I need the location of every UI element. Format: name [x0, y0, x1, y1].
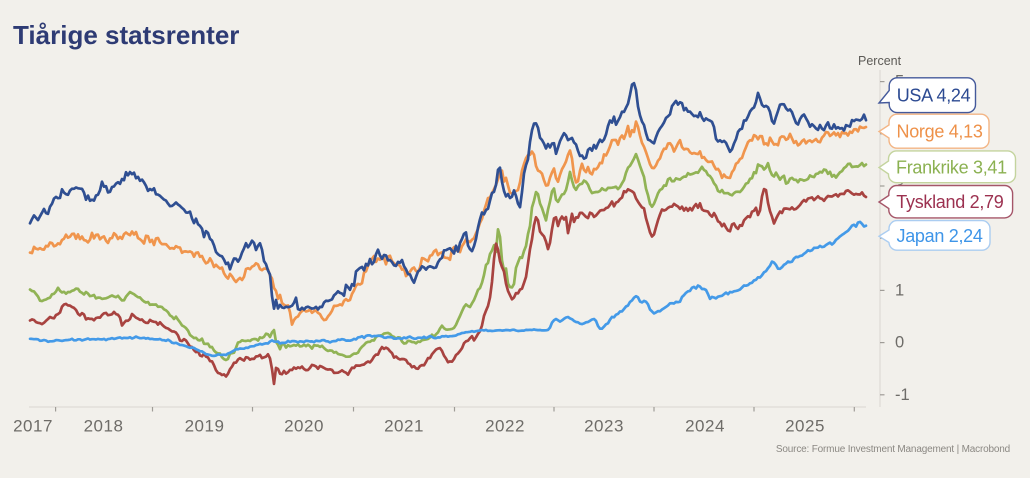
svg-text:Japan 2,24: Japan 2,24 [897, 226, 983, 246]
svg-text:Tiårige statsrenter: Tiårige statsrenter [13, 20, 239, 50]
svg-text:2019: 2019 [185, 417, 225, 436]
svg-text:Percent: Percent [858, 54, 902, 68]
svg-text:0: 0 [895, 334, 904, 352]
svg-text:-1: -1 [895, 386, 910, 404]
svg-text:2024: 2024 [685, 417, 725, 436]
svg-text:Tyskland 2,79: Tyskland 2,79 [896, 192, 1003, 212]
svg-text:2022: 2022 [485, 417, 525, 436]
svg-text:2023: 2023 [584, 417, 624, 436]
svg-text:2018: 2018 [84, 417, 124, 436]
svg-text:2020: 2020 [284, 417, 324, 436]
svg-text:Source: Formue Investment Mana: Source: Formue Investment Management | M… [776, 444, 1010, 455]
svg-text:USA 4,24: USA 4,24 [897, 86, 971, 106]
svg-text:1: 1 [895, 281, 904, 299]
svg-text:Frankrike 3,41: Frankrike 3,41 [896, 157, 1007, 177]
svg-text:2021: 2021 [384, 417, 424, 436]
svg-text:2017: 2017 [13, 417, 53, 436]
svg-text:Norge 4,13: Norge 4,13 [897, 122, 983, 142]
svg-text:2025: 2025 [785, 417, 825, 436]
